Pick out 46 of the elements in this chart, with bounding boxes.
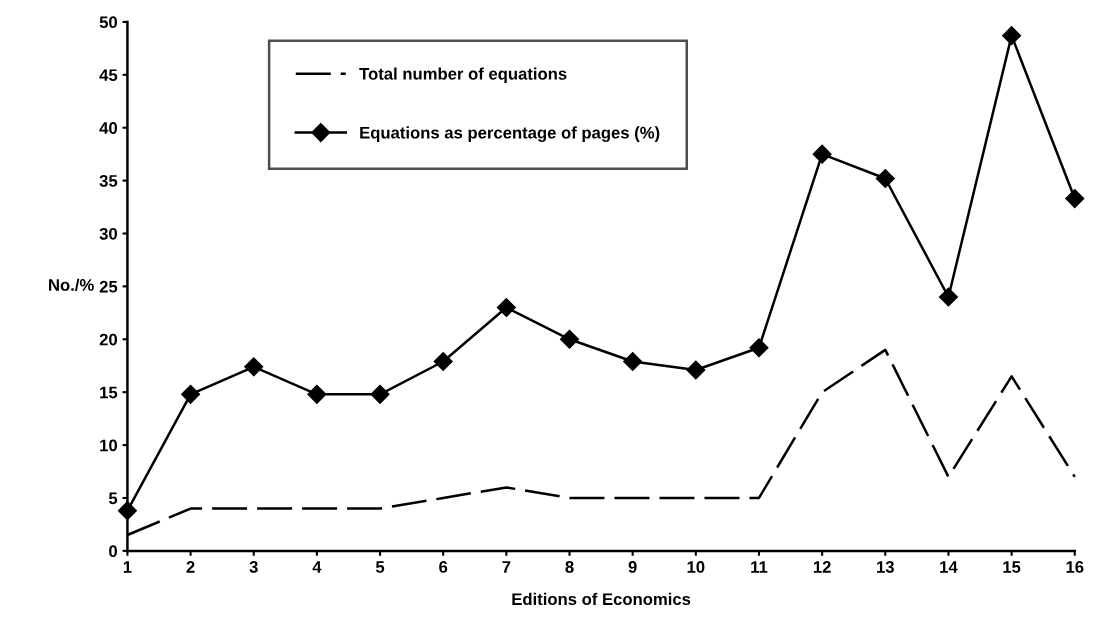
point [686, 360, 706, 380]
x-tick-label: 9 [628, 561, 637, 573]
x-tick-label: 7 [502, 561, 511, 573]
x-tick-label: 2 [186, 561, 195, 573]
x-tick-label: 8 [565, 561, 574, 573]
point [433, 351, 453, 372]
point [812, 144, 832, 164]
point [307, 384, 327, 404]
y-tick-label: 40 [99, 122, 118, 134]
point [559, 329, 580, 349]
x-tick-label: 15 [1003, 561, 1021, 573]
point [623, 351, 643, 372]
x-tick-label: 3 [249, 561, 258, 573]
y-tick-label: 45 [99, 69, 118, 82]
point [1002, 26, 1022, 46]
point [244, 357, 264, 377]
y-tick-label: 5 [108, 492, 118, 505]
x-tick-label: 16 [1066, 561, 1084, 573]
point [749, 338, 769, 358]
x-tick-label: 5 [375, 561, 385, 573]
x-tick-label: 1 [123, 561, 132, 573]
y-tick-label: 10 [100, 439, 118, 452]
x-tick-label: 6 [439, 561, 448, 573]
point [1065, 189, 1085, 209]
y-tick-label: 30 [99, 227, 118, 240]
legend-label: Equations as percentage of pages (%) [360, 126, 660, 142]
x-tick-label: 4 [312, 561, 322, 573]
point [875, 168, 895, 189]
point [181, 384, 201, 404]
x-tick-label: 10 [687, 561, 705, 573]
point [496, 298, 516, 318]
x-tick-label: 11 [751, 561, 768, 573]
y-tick-label: 0 [109, 545, 118, 558]
x-tick-label: 13 [877, 561, 894, 573]
y-tick-label: 35 [99, 175, 118, 187]
point [370, 384, 390, 404]
y-tick-label: 25 [99, 280, 118, 293]
legend-label: Total number of equations [359, 67, 567, 84]
x-tick-label: 14 [940, 561, 958, 573]
y-tick-label: 50 [99, 16, 118, 29]
y-axis-title: No./% [49, 278, 94, 292]
point [938, 287, 958, 307]
x-tick-label: 12 [813, 561, 831, 573]
y-tick-label: 20 [99, 333, 118, 346]
x-axis-title: Editions of Economics [512, 592, 691, 606]
y-tick-label: 15 [100, 386, 118, 399]
